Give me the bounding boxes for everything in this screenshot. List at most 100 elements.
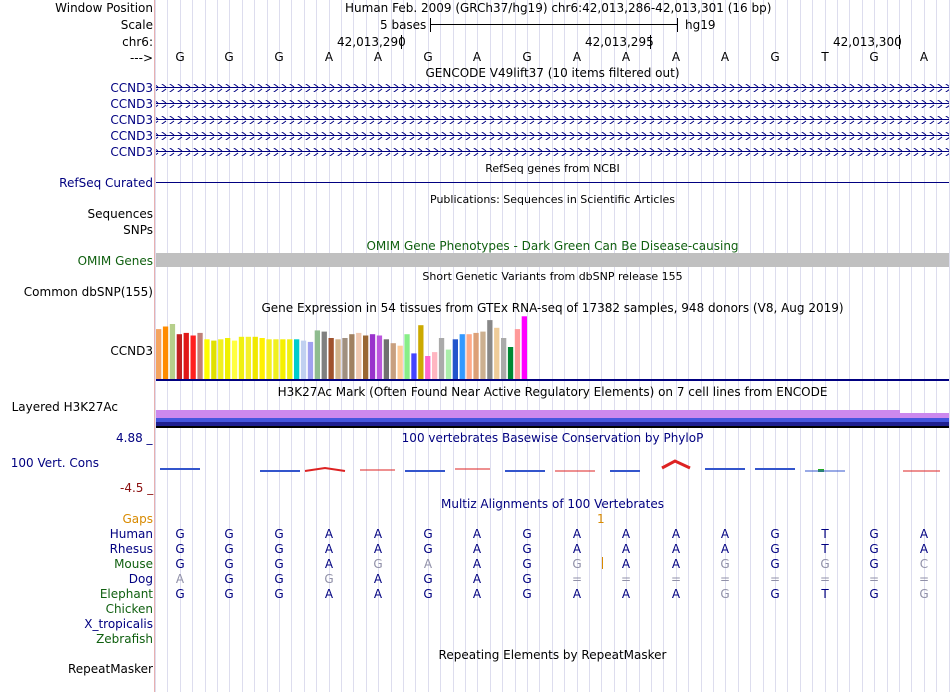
species-label[interactable]: Mouse xyxy=(114,557,153,571)
species-label[interactable]: Elephant xyxy=(99,587,153,601)
h3k27ac-signal-bar[interactable] xyxy=(156,422,949,426)
gencode-item-label[interactable]: CCND3 xyxy=(110,97,153,111)
gtex-bar[interactable] xyxy=(507,347,514,379)
gtex-bar[interactable] xyxy=(487,320,493,379)
repeatmasker-label[interactable]: RepeatMasker xyxy=(67,662,153,676)
gencode-transcript[interactable] xyxy=(156,116,949,124)
omim-gene-bar[interactable] xyxy=(156,253,949,267)
gtex-bar[interactable] xyxy=(190,335,196,380)
gtex-bar[interactable] xyxy=(183,332,189,379)
gtex-bar[interactable] xyxy=(156,329,162,379)
cons-min-label: -4.5 _ xyxy=(120,481,154,495)
gtex-bar[interactable] xyxy=(452,339,458,379)
base-letter: G xyxy=(522,50,532,64)
gtex-bar[interactable] xyxy=(225,338,231,379)
gtex-bar[interactable] xyxy=(300,340,307,379)
base-letter: A xyxy=(324,50,334,64)
gtex-bar[interactable] xyxy=(432,352,438,379)
gtex-bar[interactable] xyxy=(356,332,362,379)
gencode-transcript[interactable] xyxy=(156,132,949,140)
gtex-bar[interactable] xyxy=(425,356,431,379)
gtex-bar[interactable] xyxy=(266,339,272,379)
gtex-bar[interactable] xyxy=(169,324,176,379)
gtex-bar[interactable] xyxy=(287,339,293,379)
gtex-bar[interactable] xyxy=(466,334,472,379)
gtex-bar[interactable] xyxy=(494,327,500,379)
gaps-label[interactable]: Gaps xyxy=(122,512,153,526)
gtex-bar[interactable] xyxy=(162,326,169,380)
grid-line xyxy=(874,0,875,692)
omim-label[interactable]: OMIM Genes xyxy=(77,254,153,268)
gtex-bar[interactable] xyxy=(404,334,410,379)
gtex-bar[interactable] xyxy=(363,335,369,380)
gtex-bar[interactable] xyxy=(204,339,210,379)
dbsnp-label[interactable]: Common dbSNP(155) xyxy=(23,285,153,299)
h3k27ac-signal-bar[interactable] xyxy=(156,418,949,422)
species-label[interactable]: Dog xyxy=(128,572,153,586)
gtex-bar[interactable] xyxy=(514,329,521,379)
gtex-bar[interactable] xyxy=(445,349,452,379)
gtex-bar[interactable] xyxy=(197,332,203,379)
h3k27ac-label[interactable]: Layered H3K27Ac xyxy=(11,400,118,414)
gencode-item-label[interactable]: CCND3 xyxy=(110,113,153,127)
gencode-item-label[interactable]: CCND3 xyxy=(110,145,153,159)
gtex-bar[interactable] xyxy=(501,338,507,379)
gtex-bar[interactable] xyxy=(349,334,355,379)
gtex-bar[interactable] xyxy=(211,340,217,379)
snps-label[interactable]: SNPs xyxy=(123,223,153,237)
h3k27ac-signal-bar[interactable] xyxy=(156,410,900,418)
gtex-bar[interactable] xyxy=(321,331,327,379)
grid-line xyxy=(924,0,925,692)
gtex-bar[interactable] xyxy=(245,336,251,379)
gtex-bar[interactable] xyxy=(480,331,486,379)
gtex-bar[interactable] xyxy=(328,338,334,379)
gtex-bar[interactable] xyxy=(252,336,258,379)
h3k27ac-signal-bar[interactable] xyxy=(900,413,949,418)
gtex-bar[interactable] xyxy=(369,334,376,379)
gtex-bar[interactable] xyxy=(397,345,403,379)
coord-tick-1 xyxy=(401,35,402,49)
grid-line xyxy=(911,0,912,692)
gtex-bar[interactable] xyxy=(383,339,389,379)
gtex-bar[interactable] xyxy=(342,338,348,379)
publications-label[interactable]: Sequences xyxy=(87,207,153,221)
alignment-base: A xyxy=(472,527,482,541)
gtex-bar[interactable] xyxy=(280,339,286,379)
refseq-label[interactable]: RefSeq Curated xyxy=(59,176,153,190)
gtex-bar[interactable] xyxy=(390,343,396,379)
gencode-transcript[interactable] xyxy=(156,148,949,156)
h3k27ac-signal-bar[interactable] xyxy=(156,426,949,428)
gtex-bar[interactable] xyxy=(294,339,300,379)
gtex-bar[interactable] xyxy=(176,334,182,379)
gencode-transcript[interactable] xyxy=(156,84,949,92)
gtex-bar[interactable] xyxy=(459,334,465,379)
gtex-bar[interactable] xyxy=(376,335,383,380)
gtex-bar[interactable] xyxy=(335,339,341,379)
cons-label[interactable]: 100 Vert. Cons xyxy=(10,456,99,470)
gtex-bar[interactable] xyxy=(314,330,320,379)
gencode-item-label[interactable]: CCND3 xyxy=(110,81,153,95)
gtex-bar[interactable] xyxy=(438,338,445,379)
gencode-transcript[interactable] xyxy=(156,100,949,108)
gtex-bar[interactable] xyxy=(231,340,238,379)
gtex-bar[interactable] xyxy=(521,316,527,379)
species-label[interactable]: Human xyxy=(109,527,153,541)
gtex-bar[interactable] xyxy=(411,353,417,379)
species-label[interactable]: Chicken xyxy=(105,602,153,616)
gtex-bar[interactable] xyxy=(307,341,314,379)
species-label[interactable]: X_tropicalis xyxy=(84,617,153,631)
gtex-bar[interactable] xyxy=(259,338,265,379)
gtex-bar[interactable] xyxy=(218,339,224,379)
refseq-gene-line[interactable] xyxy=(156,182,949,183)
gtex-label[interactable]: CCND3 xyxy=(110,344,153,358)
gtex-bar[interactable] xyxy=(473,332,479,379)
species-label[interactable]: Zebrafish xyxy=(96,632,153,646)
gtex-bar[interactable] xyxy=(238,336,245,379)
gtex-bar[interactable] xyxy=(418,325,424,379)
gencode-item-label[interactable]: CCND3 xyxy=(110,129,153,143)
gtex-bar[interactable] xyxy=(273,339,279,379)
species-label[interactable]: Rhesus xyxy=(109,542,153,556)
